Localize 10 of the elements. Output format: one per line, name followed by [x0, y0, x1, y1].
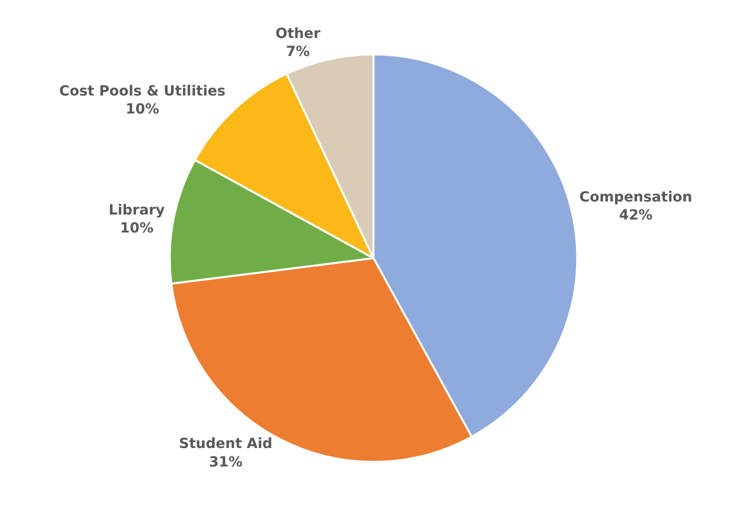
- data-label: 10%: [120, 220, 154, 236]
- slice-label: Cost Pools & Utilities: [59, 83, 226, 100]
- data-label: 10%: [126, 102, 160, 118]
- data-label: 7%: [286, 44, 310, 60]
- data-label: 31%: [208, 454, 242, 470]
- slice-label: Compensation: [579, 189, 692, 206]
- slice-label: Other: [275, 26, 320, 42]
- data-label: 42%: [619, 208, 653, 224]
- slice-label: Student Aid: [178, 436, 272, 452]
- slice-label: Library: [108, 202, 165, 218]
